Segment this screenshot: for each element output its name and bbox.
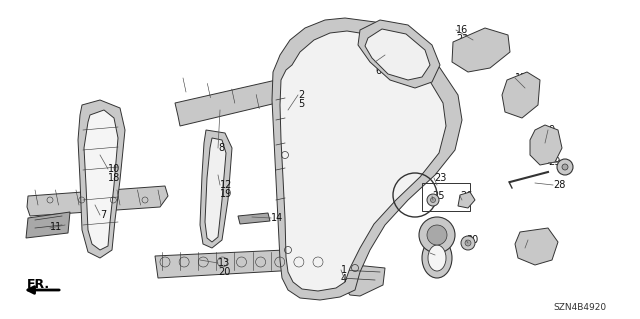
Polygon shape: [452, 28, 510, 72]
Polygon shape: [238, 213, 270, 224]
Text: FR.: FR.: [26, 278, 49, 291]
Text: 26: 26: [460, 191, 472, 201]
Text: 18: 18: [108, 173, 120, 183]
Text: 28: 28: [553, 180, 565, 190]
Polygon shape: [272, 18, 462, 300]
Text: 16: 16: [456, 25, 468, 35]
Text: 30: 30: [466, 235, 478, 245]
Circle shape: [557, 159, 573, 175]
Text: 25: 25: [432, 191, 445, 201]
Polygon shape: [280, 31, 446, 291]
Circle shape: [419, 217, 455, 253]
Polygon shape: [26, 212, 70, 238]
Polygon shape: [78, 100, 125, 258]
Polygon shape: [458, 192, 475, 208]
Text: 14: 14: [271, 213, 284, 223]
Circle shape: [427, 194, 439, 206]
Polygon shape: [335, 263, 385, 296]
Text: 9: 9: [548, 125, 554, 135]
Polygon shape: [515, 228, 558, 265]
Text: 1: 1: [341, 265, 347, 275]
Polygon shape: [205, 138, 226, 242]
Text: 29: 29: [548, 157, 561, 167]
Polygon shape: [175, 73, 312, 126]
Text: 6: 6: [375, 66, 381, 76]
Text: 7: 7: [100, 210, 106, 220]
Polygon shape: [502, 72, 540, 118]
Polygon shape: [27, 186, 168, 216]
Polygon shape: [155, 248, 332, 278]
Polygon shape: [365, 29, 430, 80]
Text: 4: 4: [341, 274, 347, 284]
Polygon shape: [358, 20, 440, 88]
Text: 3: 3: [375, 57, 381, 67]
Text: 23: 23: [434, 173, 446, 183]
Polygon shape: [84, 110, 118, 250]
Text: 12: 12: [220, 180, 232, 190]
Text: 19: 19: [220, 189, 232, 199]
Text: 2: 2: [298, 90, 304, 100]
Polygon shape: [200, 130, 232, 248]
Circle shape: [461, 236, 475, 250]
Text: 21: 21: [515, 82, 527, 92]
Text: 15: 15: [515, 73, 527, 83]
Text: 11: 11: [50, 222, 62, 232]
Circle shape: [562, 164, 568, 170]
Text: 17: 17: [548, 134, 561, 144]
Bar: [422, 183, 470, 211]
Circle shape: [427, 225, 447, 245]
Text: 8: 8: [218, 143, 224, 153]
Text: 5: 5: [298, 99, 304, 109]
Circle shape: [431, 197, 435, 203]
Polygon shape: [530, 125, 562, 165]
Text: 10: 10: [108, 164, 120, 174]
Ellipse shape: [428, 245, 446, 271]
Text: 13: 13: [218, 258, 230, 268]
Text: SZN4B4920: SZN4B4920: [554, 303, 607, 313]
Text: 24: 24: [430, 248, 442, 258]
Text: 20: 20: [218, 267, 230, 277]
Text: 27: 27: [528, 235, 541, 245]
Ellipse shape: [422, 238, 452, 278]
Circle shape: [465, 240, 471, 246]
Text: 22: 22: [456, 34, 468, 44]
